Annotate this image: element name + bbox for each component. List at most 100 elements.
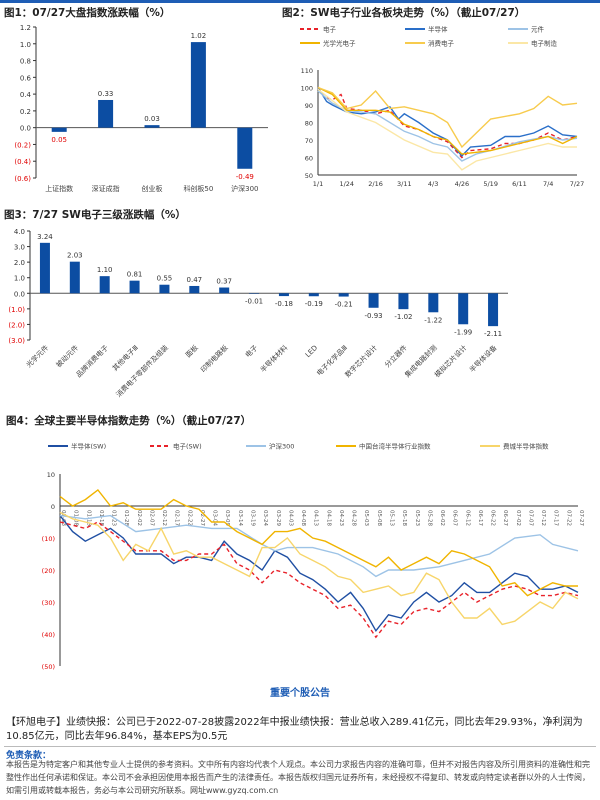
fig1-value-label: 0.05 xyxy=(51,136,67,144)
fig1-ytick: 0.2 xyxy=(20,108,31,116)
fig2-ytick: 60 xyxy=(305,155,313,163)
fig1-value-label: 0.33 xyxy=(98,90,114,98)
fig1-value-label: -0.49 xyxy=(236,173,254,181)
fig4-ytick: (30) xyxy=(42,599,55,607)
fig1-bar xyxy=(190,42,206,128)
fig3-bar xyxy=(189,285,200,294)
fig3-value-label: -0.01 xyxy=(245,297,263,305)
fig4-xtick: 03-04 xyxy=(212,510,218,526)
fig3-value-label: 0.47 xyxy=(187,276,203,284)
fig3-bar xyxy=(428,293,439,313)
fig3-bar xyxy=(338,293,349,297)
fig2-xtick: 4/3 xyxy=(428,180,438,188)
fig1-bar xyxy=(144,125,160,128)
fig4-xtick: 07-27 xyxy=(578,510,584,526)
fig3-value-label: -0.18 xyxy=(275,300,293,308)
fig3-ytick: (2.0) xyxy=(8,321,25,329)
fig4-series-line xyxy=(59,489,578,597)
fig4-xtick: 07-22 xyxy=(565,510,571,526)
fig4-xtick: 03-19 xyxy=(250,510,256,526)
fig2-series-line xyxy=(317,86,578,155)
fig4-xtick: 03-24 xyxy=(262,510,268,526)
fig4-xtick: 02-17 xyxy=(174,510,180,526)
fig4-ytick: (10) xyxy=(42,535,55,543)
fig4-series-line xyxy=(59,515,579,633)
fig3-category-label: 消费电子零部件及组装 xyxy=(114,343,170,399)
fig3-ytick: 0.0 xyxy=(14,290,25,298)
fig1-bar xyxy=(51,127,67,132)
fig4-ytick: (50) xyxy=(42,663,55,671)
fig3-ytick: 1.0 xyxy=(14,275,25,283)
fig4-xtick: 06-17 xyxy=(477,510,483,526)
announcement-text: 【环旭电子】业绩快报：公司已于2022-07-28披露2022年中报业绩快报：营… xyxy=(6,717,583,742)
fig4-xtick: 06-02 xyxy=(439,510,445,526)
fig1-ytick: (0.4) xyxy=(14,158,31,166)
fig4-legend-label: 电子(SW) xyxy=(173,442,202,451)
fig4-xtick: 05-28 xyxy=(426,510,432,526)
fig1-ytick: 0.4 xyxy=(20,91,32,99)
fig3-bar xyxy=(39,242,50,294)
fig3-category-label: 面板 xyxy=(183,343,199,359)
fig1-ytick: 1.0 xyxy=(20,41,31,49)
fig3-value-label: -0.19 xyxy=(305,300,323,308)
fig4-series-line xyxy=(59,511,579,626)
fig3-category-label: 品牌消费电子 xyxy=(74,343,110,379)
fig4-xtick: 03-29 xyxy=(275,510,281,526)
fig2-ytick: 70 xyxy=(305,137,313,145)
fig3-title: 图3：7/27 SW电子三级涨跌幅（%） xyxy=(4,209,186,221)
fig3-value-label: 3.24 xyxy=(37,233,53,241)
fig3-value-label: -1.22 xyxy=(424,316,442,324)
fig2-xtick: 6/11 xyxy=(512,180,527,188)
fig4-legend-label: 中国台湾半导体行业指数 xyxy=(359,442,431,451)
fig4-xtick: 01-28 xyxy=(123,510,129,526)
fig3-ytick: 4.0 xyxy=(14,228,25,236)
fig4-xtick: 04-18 xyxy=(325,510,331,526)
fig3-bar xyxy=(159,284,170,294)
fig4-title: 图4：全球主要半导体指数走势（%）（截止07/27） xyxy=(6,415,252,427)
fig2-xtick: 2/16 xyxy=(368,180,383,188)
fig1-category-label: 沪深300 xyxy=(231,184,258,193)
fig1-bar xyxy=(98,99,114,128)
disclaimer-title: 免责条款： xyxy=(6,751,52,761)
fig1-bar xyxy=(237,127,253,169)
fig1-title: 图1：07/27大盘指数涨跌幅（%） xyxy=(4,7,171,19)
fig3-bar xyxy=(368,293,379,308)
fig4-legend-label: 沪深300 xyxy=(269,442,294,451)
fig2-xtick: 7/27 xyxy=(570,180,585,188)
fig4-xtick: 06-12 xyxy=(464,510,470,526)
disclaimer-text: 本报告是为特定客户和其他专业人士提供的参考资料。文中所有内容均代表个人观点。本公… xyxy=(6,760,590,795)
fig4-legend-label: 费城半导体指数 xyxy=(503,442,549,451)
fig3-value-label: 0.55 xyxy=(157,275,173,283)
fig4-xtick: 05-23 xyxy=(414,510,420,526)
fig4-xtick: 04-23 xyxy=(338,510,344,526)
fig4-xtick: 01-03 xyxy=(60,510,66,526)
fig2-series-line xyxy=(317,90,578,162)
fig4-xtick: 02-12 xyxy=(161,510,167,526)
fig2-legend-label: 电子制造 xyxy=(531,39,558,48)
fig4-xtick: 03-09 xyxy=(224,510,230,526)
fig3-value-label: -1.02 xyxy=(394,313,412,321)
fig1-ytick: (0.2) xyxy=(14,141,31,149)
fig2-legend-label: 光学光电子 xyxy=(323,39,356,48)
fig4-xtick: 06-07 xyxy=(452,510,458,526)
fig3-value-label: 2.03 xyxy=(67,252,83,260)
fig3-bar xyxy=(129,280,140,294)
fig1-ytick: 0.8 xyxy=(20,58,31,66)
fig1-ytick: (0.6) xyxy=(14,175,31,183)
fig4-xtick: 02-07 xyxy=(148,510,154,526)
fig4-xtick: 05-03 xyxy=(363,510,369,526)
fig2-ytick: 110 xyxy=(301,67,313,75)
fig3-ytick: 3.0 xyxy=(14,244,25,252)
fig3-value-label: 0.37 xyxy=(216,278,232,286)
fig4-xtick: 06-27 xyxy=(502,510,508,526)
fig3-ytick: (1.0) xyxy=(8,306,25,314)
fig2-legend-label: 半导体 xyxy=(428,25,448,34)
fig4-xtick: 05-08 xyxy=(376,510,382,526)
fig4-xtick: 03-14 xyxy=(237,510,243,526)
fig2-xtick: 4/26 xyxy=(455,180,470,188)
fig1-value-label: 1.02 xyxy=(191,32,207,40)
fig3-bar xyxy=(458,293,469,325)
fig3-category-label: LED xyxy=(304,344,319,359)
fig3-category-label: 其他电子Ⅲ xyxy=(110,343,140,373)
fig1-value-label: 0.03 xyxy=(144,115,160,123)
